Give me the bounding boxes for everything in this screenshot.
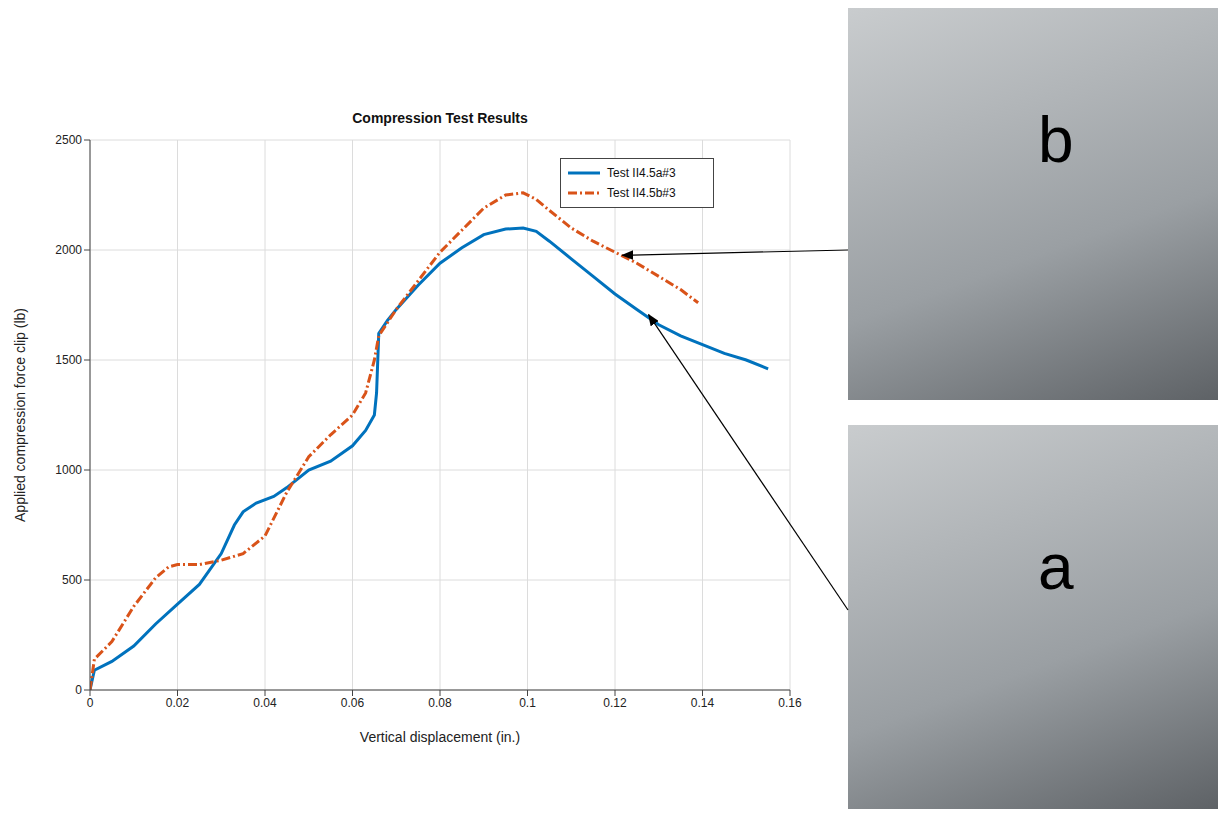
svg-text:0.16: 0.16	[778, 696, 802, 710]
svg-text:500: 500	[62, 573, 82, 587]
svg-text:0.08: 0.08	[428, 696, 452, 710]
svg-text:Vertical displacement (in.): Vertical displacement (in.)	[360, 729, 520, 745]
svg-text:0.04: 0.04	[253, 696, 277, 710]
svg-text:1500: 1500	[55, 353, 82, 367]
svg-text:2000: 2000	[55, 243, 82, 257]
svg-text:Applied compression force clip: Applied compression force clip (lb)	[12, 308, 28, 522]
svg-text:0: 0	[75, 683, 82, 697]
svg-text:2500: 2500	[55, 133, 82, 147]
svg-text:0.06: 0.06	[341, 696, 365, 710]
html-text:Test II4.5b#3: Test II4.5b#3	[607, 186, 676, 200]
html-text:a: a	[1038, 531, 1074, 603]
svg-text:0.14: 0.14	[691, 696, 715, 710]
svg-text:0.1: 0.1	[519, 696, 536, 710]
html-text:Compression Test Results: Compression Test Results	[352, 110, 528, 126]
svg-text:0: 0	[87, 696, 94, 710]
html-text:b: b	[1038, 104, 1074, 176]
html-text:Test II4.5a#3: Test II4.5a#3	[607, 166, 676, 180]
svg-text:0.12: 0.12	[603, 696, 627, 710]
svg-text:0.02: 0.02	[166, 696, 190, 710]
svg-text:1000: 1000	[55, 463, 82, 477]
